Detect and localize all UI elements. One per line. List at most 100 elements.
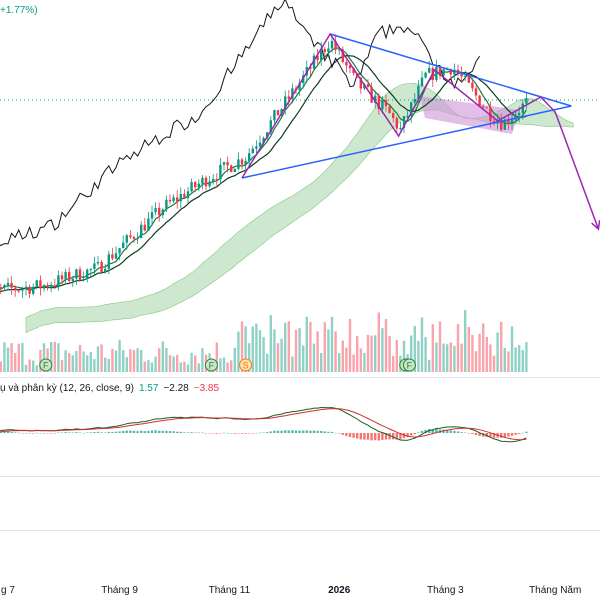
candle-52: [165, 195, 168, 213]
macd-hist-30: [86, 432, 89, 434]
svg-text:F: F: [407, 361, 413, 371]
candle-15: [32, 283, 35, 296]
macd-hist-121: [413, 433, 416, 435]
volume-bar-83: [276, 343, 280, 372]
macd-hist-124: [424, 429, 427, 433]
candle-8: [6, 277, 10, 290]
macd-hist-28: [78, 432, 82, 434]
candle-147: [507, 114, 510, 130]
volume-bar-120: [410, 335, 413, 372]
macd-hist-148: [510, 433, 514, 436]
candle-21: [53, 278, 56, 290]
volume-bar-75: [248, 343, 251, 372]
macd-hist-73: [240, 433, 244, 434]
volume-bar-101: [341, 340, 344, 372]
candle-38: [114, 246, 118, 260]
candle-40: [122, 235, 125, 249]
macd-hist-98: [330, 431, 334, 433]
cloud-bearish: [420, 96, 520, 134]
macd-hist-101: [341, 433, 344, 435]
macd-hist-52: [165, 430, 168, 433]
macd-hist-43: [132, 430, 136, 433]
candle-53: [168, 194, 172, 204]
volume-bar-147: [507, 351, 510, 372]
macd-hist-50: [158, 430, 161, 433]
candle-60: [194, 180, 197, 193]
macd-hist-136: [467, 433, 470, 434]
macd-hist-35: [104, 432, 107, 434]
volume-bar-42: [129, 349, 132, 372]
volume-bar-72: [237, 331, 240, 372]
macd-hist-103: [348, 433, 352, 437]
candle-126: [431, 66, 434, 88]
candle-35: [104, 264, 107, 274]
volume-bar-95: [320, 353, 323, 372]
volume-bar-31: [89, 352, 92, 372]
candle-55: [176, 190, 179, 209]
macd-hist-127: [435, 428, 438, 433]
macd-hist-68: [222, 432, 226, 434]
candle-31: [89, 267, 92, 277]
candle-34: [100, 260, 103, 273]
candle-74: [244, 157, 247, 172]
macd-hist-88: [294, 430, 298, 433]
macd-hist-10: [14, 432, 17, 433]
candle-71: [233, 168, 236, 173]
macd-hist-36: [107, 431, 110, 433]
macd-hist-8: [6, 431, 10, 433]
candle-48: [150, 205, 154, 226]
macd-hist-58: [186, 432, 190, 433]
candle-61: [197, 179, 200, 192]
macd-hist-53: [168, 431, 172, 433]
macd-hist-46: [143, 431, 146, 433]
event-marker-2: S: [239, 358, 253, 372]
candle-81: [269, 116, 272, 136]
candle-146: [503, 117, 506, 131]
candle-113: [384, 94, 388, 112]
candle-99: [334, 34, 337, 55]
triangle-upper-line: [329, 33, 572, 107]
volume-bar-108: [366, 334, 370, 372]
volume-bar-141: [485, 336, 488, 372]
volume-bar-50: [158, 348, 161, 372]
macd-hist-57: [183, 432, 186, 433]
macd-hist-63: [204, 433, 208, 434]
macd-hist-131: [449, 430, 452, 433]
volume-bar-48: [150, 362, 154, 372]
candle-95: [320, 41, 323, 66]
macd-line: [0, 406, 527, 443]
volume-bar-93: [312, 343, 316, 372]
volume-bar-10: [14, 352, 17, 372]
candle-70: [230, 164, 233, 173]
candle-101: [341, 46, 344, 64]
volume-bar-114: [388, 335, 391, 372]
candle-85: [284, 90, 287, 115]
candle-121: [413, 92, 416, 106]
volume-bar-77: [255, 323, 258, 372]
candle-6: [0, 283, 3, 295]
macd-hist-42: [129, 430, 132, 433]
volume-bar-45: [140, 350, 143, 372]
candle-83: [276, 110, 280, 116]
macd-hist-23: [60, 432, 64, 434]
volume-bar-100: [338, 353, 341, 372]
volume-bar-76: [251, 326, 254, 372]
candle-63: [204, 175, 208, 191]
macd-hist-143: [492, 433, 496, 438]
macd-hist-149: [514, 433, 517, 435]
macd-hist-66: [215, 433, 218, 434]
macd-hist-62: [201, 432, 204, 434]
macd-hist-110: [374, 433, 377, 441]
macd-hist-39: [118, 431, 121, 433]
volume-bar-105: [356, 336, 359, 372]
candle-16: [35, 279, 38, 290]
volume-bar-136: [467, 327, 470, 372]
candle-69: [226, 156, 229, 173]
volume-bar-80: [266, 353, 269, 372]
volume-bar-150: [518, 345, 521, 372]
macd-hist-109: [370, 433, 373, 441]
macd-hist-151: [521, 432, 524, 434]
volume-bar-144: [496, 332, 499, 372]
candle-26: [71, 275, 74, 287]
